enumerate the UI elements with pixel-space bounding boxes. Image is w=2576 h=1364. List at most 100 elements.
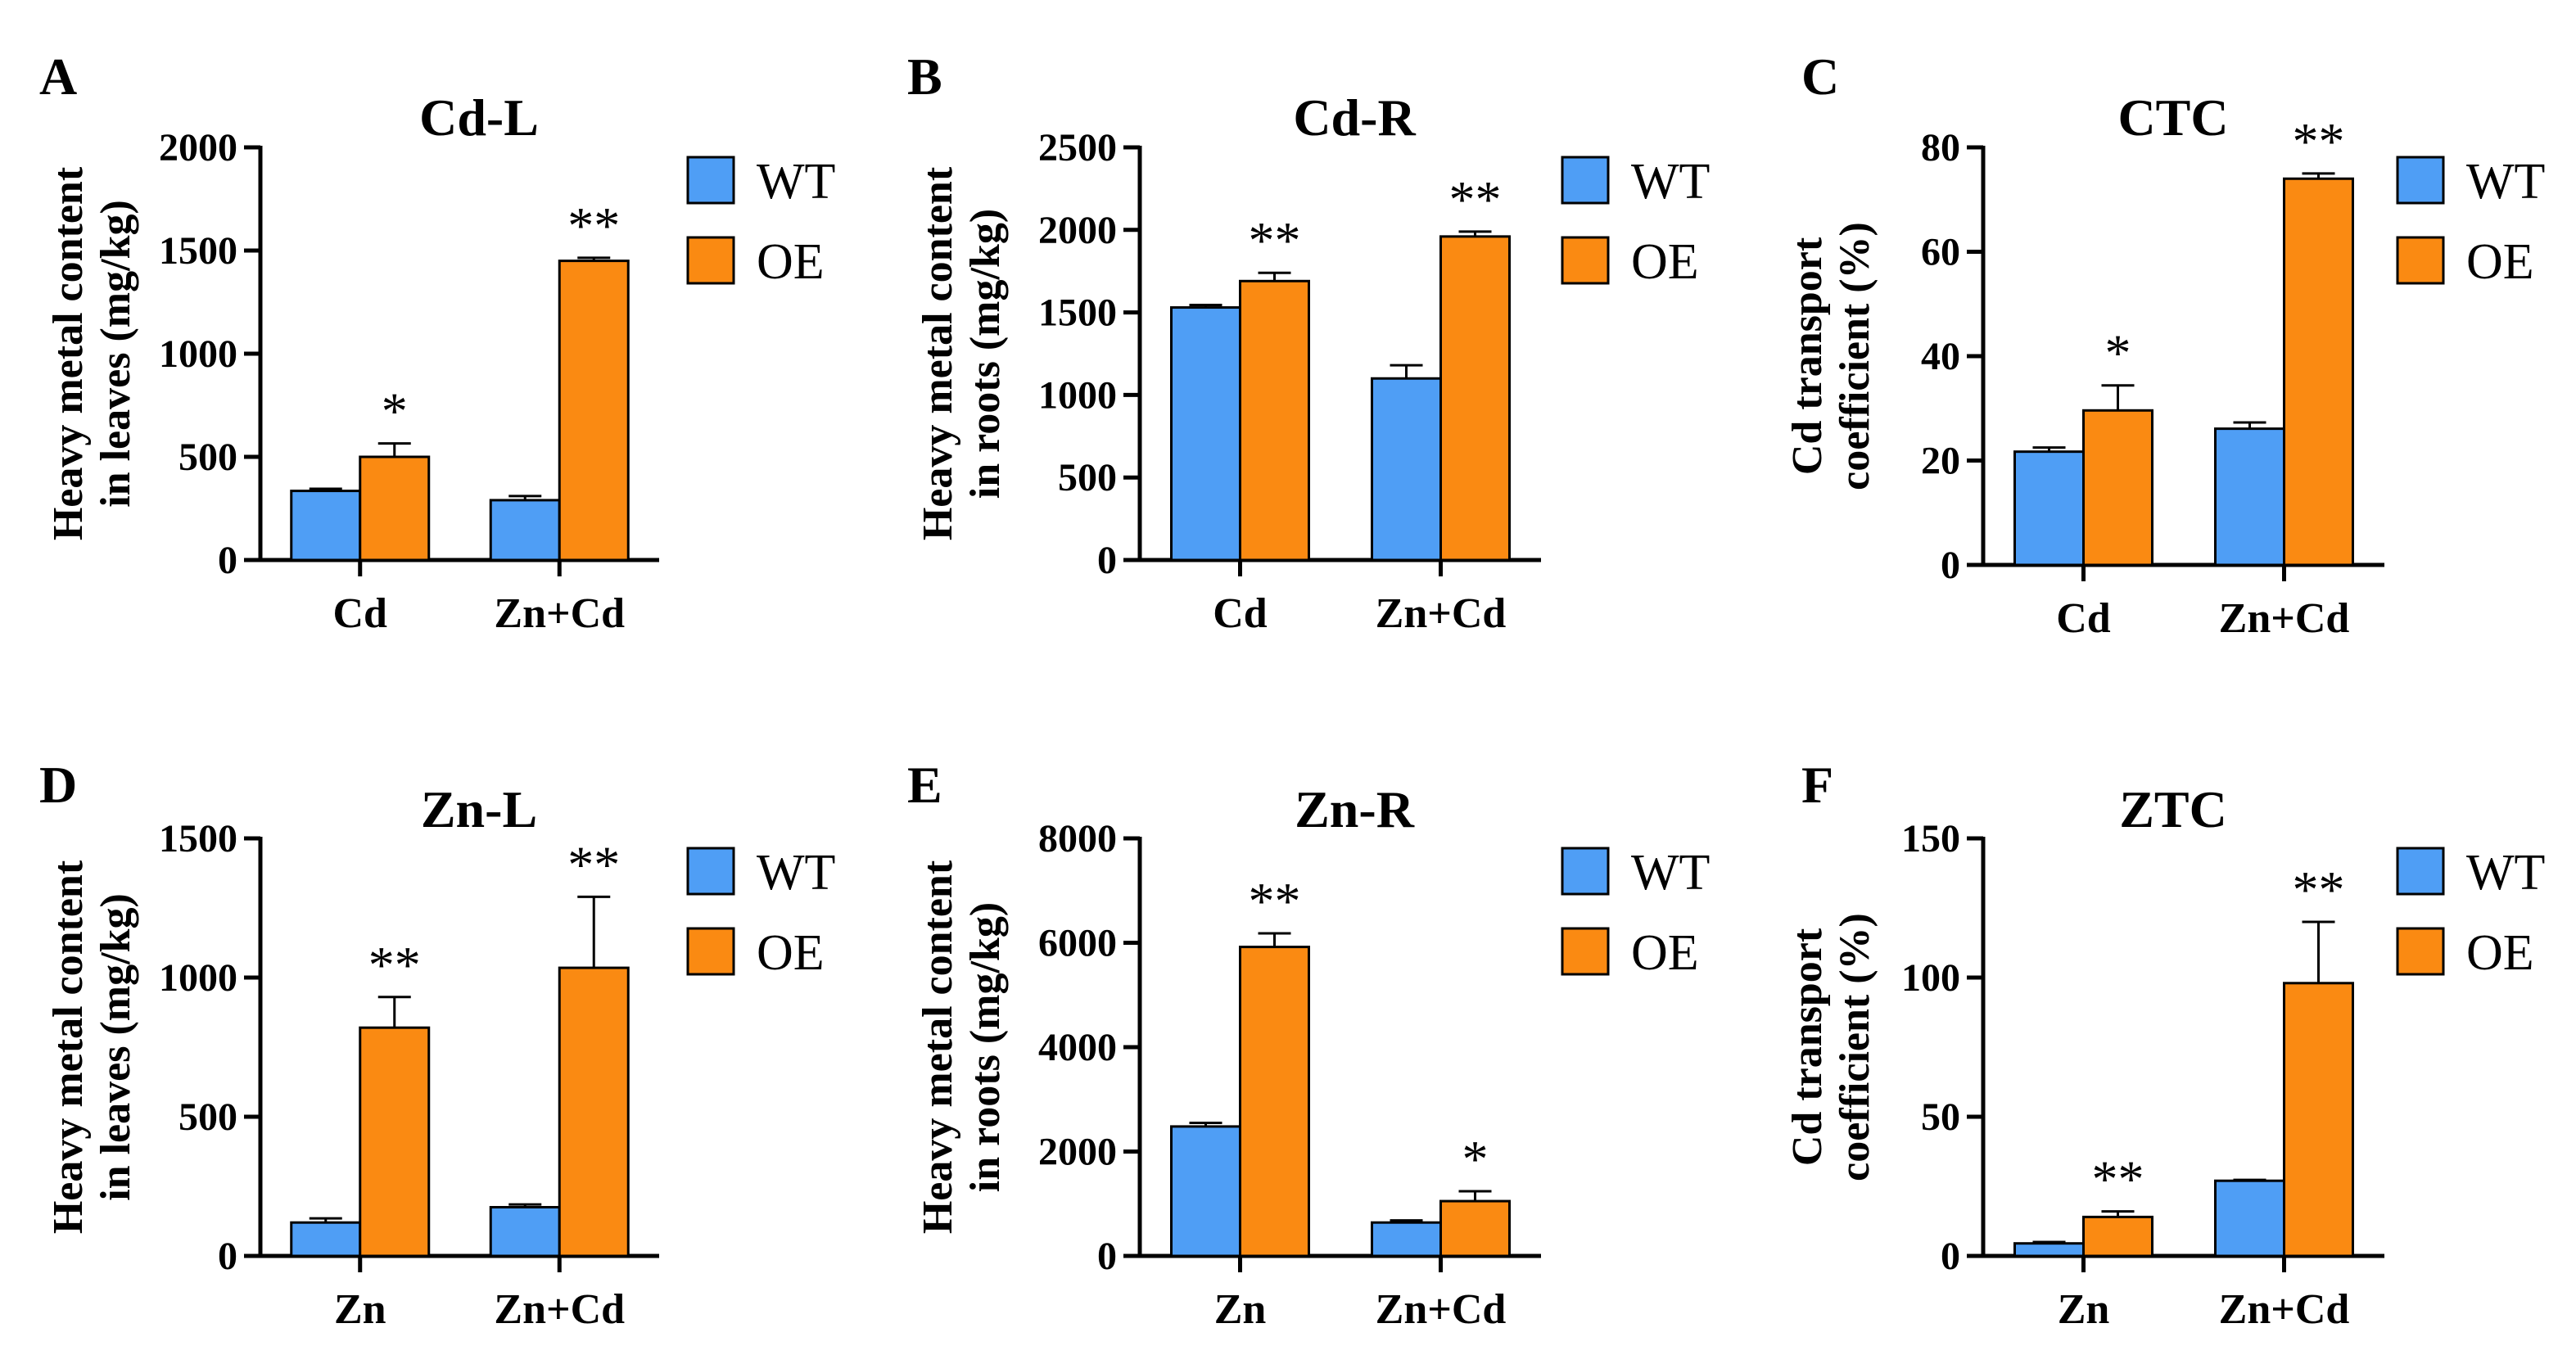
- bar-oe: [359, 1026, 431, 1258]
- legend-swatch-oe: [1561, 927, 1610, 976]
- bar-wt: [2214, 1179, 2285, 1258]
- y-axis-label: Heavy metal content: [915, 860, 961, 1234]
- x-tick-label: Zn+Cd: [2219, 595, 2350, 642]
- y-tick-label: 2000: [159, 126, 237, 169]
- legend-swatch-wt: [2396, 847, 2445, 896]
- significance-label: **: [1449, 170, 1502, 228]
- legend-swatch-wt: [2396, 156, 2445, 205]
- legend-label: OE: [2466, 234, 2534, 290]
- bar-oe: [2283, 177, 2354, 567]
- bar-wt: [2013, 450, 2085, 567]
- chart-title: CTC: [2117, 88, 2228, 147]
- y-tick-label: 0: [218, 539, 237, 582]
- legend-label: OE: [1631, 234, 1699, 290]
- bar-oe: [1239, 279, 1310, 562]
- legend-label: OE: [2466, 925, 2534, 981]
- y-axis-label: coefficient (%): [1832, 913, 1878, 1181]
- bar-wt: [489, 1206, 561, 1258]
- chart-title: Cd-L: [419, 88, 539, 147]
- y-tick-label: 1500: [159, 817, 237, 860]
- y-axis-label: Cd transport: [1784, 237, 1831, 475]
- legend-label: WT: [1631, 845, 1710, 901]
- y-axis-label: Heavy metal content: [915, 166, 961, 540]
- legend-label: WT: [2466, 154, 2545, 210]
- x-tick-label: Zn+Cd: [494, 590, 625, 637]
- legend-swatch-wt: [686, 156, 735, 205]
- bar-wt: [1371, 1221, 1442, 1258]
- bar-oe: [2283, 982, 2354, 1258]
- significance-label: **: [2293, 112, 2345, 170]
- y-axis-label: in leaves (mg/kg): [93, 200, 139, 508]
- bar-oe: [359, 455, 431, 562]
- bar-wt: [2013, 1242, 2085, 1258]
- bar-wt: [1170, 306, 1241, 562]
- y-tick-label: 2000: [1038, 209, 1117, 252]
- y-tick-label: 1000: [159, 956, 237, 1000]
- bar-oe: [2082, 1215, 2153, 1258]
- y-tick-label: 8000: [1038, 817, 1117, 860]
- x-tick-label: Zn: [2058, 1286, 2110, 1333]
- legend-swatch-oe: [686, 236, 735, 285]
- y-axis-label: in leaves (mg/kg): [93, 893, 139, 1201]
- y-axis-label: in roots (mg/kg): [962, 209, 1009, 499]
- legend-swatch-oe: [686, 927, 735, 976]
- y-axis-label: in roots (mg/kg): [962, 902, 1009, 1192]
- y-axis-label: Heavy metal content: [45, 166, 92, 540]
- legend-swatch-wt: [1561, 847, 1610, 896]
- x-tick-label: Zn+Cd: [2219, 1286, 2350, 1333]
- y-axis-label: Heavy metal content: [45, 860, 92, 1234]
- bar-oe: [1439, 235, 1511, 562]
- y-tick-label: 0: [218, 1235, 237, 1278]
- significance-label: **: [368, 936, 421, 994]
- y-tick-label: 0: [1097, 539, 1117, 582]
- y-axis-label: Cd transport: [1784, 928, 1831, 1166]
- bar-oe: [2082, 409, 2153, 567]
- y-tick-label: 1500: [159, 229, 237, 273]
- chart-title: Cd-R: [1293, 88, 1416, 147]
- significance-label: **: [1249, 872, 1301, 930]
- panel-letter: F: [1801, 756, 1833, 814]
- panel-letter: B: [907, 47, 942, 106]
- y-tick-label: 0: [1941, 1235, 1960, 1278]
- legend-label: OE: [757, 234, 825, 290]
- legend-label: OE: [757, 925, 825, 981]
- chart-title: ZTC: [2119, 780, 2227, 838]
- y-axis-label: coefficient (%): [1832, 222, 1878, 490]
- y-tick-label: 0: [1941, 544, 1960, 587]
- panel-letter: D: [39, 756, 77, 814]
- legend-swatch-oe: [2396, 927, 2445, 976]
- bar-wt: [489, 499, 561, 562]
- y-tick-label: 6000: [1038, 922, 1117, 965]
- x-tick-label: Cd: [333, 590, 388, 637]
- significance-label: **: [1249, 211, 1301, 269]
- x-tick-label: Cd: [1213, 590, 1268, 637]
- legend-swatch-wt: [1561, 156, 1610, 205]
- x-tick-label: Cd: [2056, 595, 2111, 642]
- x-tick-label: Zn: [1214, 1286, 1267, 1333]
- legend-label: OE: [1631, 925, 1699, 981]
- significance-label: **: [2293, 860, 2345, 919]
- chart-title: Zn-R: [1295, 780, 1415, 838]
- significance-label: **: [2092, 1150, 2144, 1208]
- y-tick-label: 100: [1901, 956, 1960, 1000]
- significance-label: *: [1462, 1130, 1489, 1188]
- significance-label: **: [567, 196, 620, 255]
- y-tick-label: 80: [1921, 126, 1960, 169]
- bar-wt: [290, 490, 362, 562]
- significance-label: *: [382, 382, 408, 440]
- y-tick-label: 500: [1058, 456, 1117, 499]
- y-tick-label: 0: [1097, 1235, 1117, 1278]
- panel-letter: E: [907, 756, 942, 814]
- bar-wt: [2214, 427, 2285, 567]
- legend-label: WT: [1631, 154, 1710, 210]
- y-tick-label: 2500: [1038, 126, 1117, 169]
- legend-swatch-oe: [2396, 236, 2445, 285]
- bar-wt: [1371, 377, 1442, 562]
- y-tick-label: 60: [1921, 231, 1960, 274]
- bar-wt: [290, 1221, 362, 1258]
- y-tick-label: 500: [179, 1095, 237, 1139]
- y-tick-label: 40: [1921, 335, 1960, 378]
- chart-title: Zn-L: [421, 780, 537, 838]
- legend-swatch-oe: [1561, 236, 1610, 285]
